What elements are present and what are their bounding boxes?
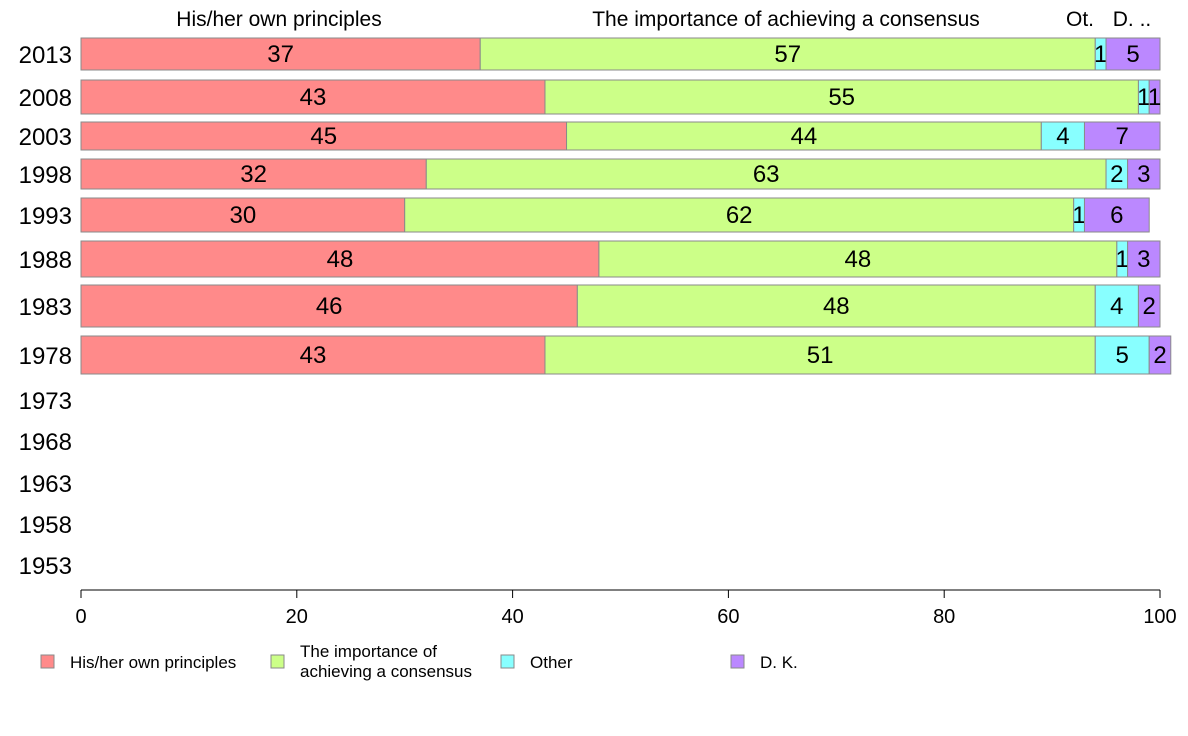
data-label-2008-other: 1	[1137, 84, 1150, 111]
year-label-2008: 2008	[19, 85, 72, 112]
bar-1983-the-importance-of-achieving-a-consensus	[576, 284, 1096, 328]
legend-swatch-other	[500, 654, 515, 669]
legend-label-d-k: D. K.	[760, 653, 798, 672]
data-label-1983-the-importance-of-achieving-a-consensus: 48	[823, 293, 850, 320]
data-label-2008-the-importance-of-achieving-a-consensus: 55	[828, 84, 855, 111]
data-label-1993-the-importance-of-achieving-a-consensus: 62	[726, 202, 753, 229]
bar-2003-his-her-own-principles	[80, 121, 568, 151]
data-label-1978-other: 5	[1116, 342, 1129, 369]
bar-1998-the-importance-of-achieving-a-consensus	[425, 158, 1107, 190]
bar-1983-his-her-own-principles	[80, 284, 578, 328]
bar-1993-the-importance-of-achieving-a-consensus	[404, 197, 1075, 233]
bar-2003-other	[1040, 121, 1085, 151]
data-label-1978-the-importance-of-achieving-a-consensus: 51	[807, 342, 834, 369]
year-label-1963: 1963	[19, 471, 72, 498]
x-tick-label-60: 60	[717, 606, 739, 628]
year-label-1998: 1998	[19, 162, 72, 189]
data-label-1998-his-her-own-principles: 32	[240, 161, 267, 188]
bar-1978-the-importance-of-achieving-a-consensus	[544, 335, 1096, 375]
data-label-2008-his-her-own-principles: 43	[300, 84, 327, 111]
year-label-1973: 1973	[19, 388, 72, 415]
bar-2008-d-k	[1148, 79, 1161, 115]
data-label-2003-his-her-own-principles: 45	[310, 123, 337, 150]
year-label-2013: 2013	[19, 42, 72, 69]
year-label-1988: 1988	[19, 247, 72, 274]
data-label-1983-other: 4	[1110, 293, 1123, 320]
bar-1993-his-her-own-principles	[80, 197, 406, 233]
year-label-1978: 1978	[19, 343, 72, 370]
x-tick-label-100: 100	[1143, 606, 1176, 628]
column-header-3: Ot.	[1066, 8, 1094, 31]
data-label-1978-his-her-own-principles: 43	[300, 342, 327, 369]
data-label-1983-d-k: 2	[1143, 293, 1156, 320]
data-label-1983-his-her-own-principles: 46	[316, 293, 343, 320]
data-label-2013-the-importance-of-achieving-a-consensus: 57	[774, 41, 801, 68]
data-label-2013-d-k: 5	[1126, 41, 1139, 68]
data-label-2003-d-k: 7	[1116, 123, 1129, 150]
bar-1988-d-k	[1127, 240, 1161, 278]
column-headers: His/her own principles The importance of …	[176, 8, 1151, 31]
legend-label-the-importance-of-achieving-a-consensus: The importance of achieving a consensus	[300, 642, 472, 681]
year-label-1968: 1968	[19, 429, 72, 456]
x-tick-label-0: 0	[75, 606, 86, 628]
legend-label-other: Other	[530, 653, 573, 672]
column-header-1: His/her own principles	[176, 8, 381, 31]
bar-1988-his-her-own-principles	[80, 240, 600, 278]
bar-1983-d-k	[1137, 284, 1161, 328]
bar-2013-his-her-own-principles	[80, 37, 481, 71]
bar-1993-d-k	[1083, 197, 1150, 233]
bar-1998-his-her-own-principles	[80, 158, 427, 190]
data-label-1988-other: 1	[1116, 246, 1129, 273]
data-label-1998-other: 2	[1110, 161, 1123, 188]
data-label-1998-d-k: 3	[1137, 161, 1150, 188]
bar-2013-the-importance-of-achieving-a-consensus	[479, 37, 1096, 71]
data-label-2003-other: 4	[1056, 123, 1069, 150]
data-label-2013-his-her-own-principles: 37	[267, 41, 294, 68]
data-label-1993-d-k: 6	[1110, 202, 1123, 229]
x-tick-label-80: 80	[933, 606, 955, 628]
data-label-1993-his-her-own-principles: 30	[229, 202, 256, 229]
year-label-1953: 1953	[19, 553, 72, 580]
data-label-1988-his-her-own-principles: 48	[327, 246, 354, 273]
data-label-1978-d-k: 2	[1153, 342, 1166, 369]
bar-1998-d-k	[1127, 158, 1161, 190]
year-label-1983: 1983	[19, 294, 72, 321]
legend: His/her own principles The importance of a…	[40, 642, 798, 681]
data-label-2008-d-k: 1	[1148, 84, 1161, 111]
x-tick-label-20: 20	[286, 606, 308, 628]
data-label-1988-the-importance-of-achieving-a-consensus: 48	[845, 246, 872, 273]
column-header-4: D. ..	[1113, 8, 1152, 31]
legend-swatch-his-her-own-principles	[40, 654, 55, 669]
data-label-2003-the-importance-of-achieving-a-consensus: 44	[791, 123, 818, 150]
year-labels: 2013 2008 2003 1998 1993 1988 1983 1978 1973 1968…	[19, 42, 72, 580]
year-label-2003: 2003	[19, 124, 72, 151]
data-label-1988-d-k: 3	[1137, 246, 1150, 273]
x-tick-label-40: 40	[501, 606, 523, 628]
bar-2013-d-k	[1105, 37, 1161, 71]
legend-swatch-the-importance-of-achieving-a-consensus	[270, 654, 285, 669]
year-label-1958: 1958	[19, 512, 72, 539]
data-label-1993-other: 1	[1072, 202, 1085, 229]
bar-2003-d-k	[1083, 121, 1161, 151]
bar-2003-the-importance-of-achieving-a-consensus	[566, 121, 1042, 151]
x-axis: 0 20 40 60 80 100	[75, 589, 1177, 628]
bar-2008-the-importance-of-achieving-a-consensus	[544, 79, 1139, 115]
bar-1978-his-her-own-principles	[80, 335, 546, 375]
legend-label-his-her-own-principles: His/her own principles	[70, 653, 236, 672]
legend-swatch-d-k	[730, 654, 745, 669]
year-label-1993: 1993	[19, 203, 72, 230]
bar-1978-d-k	[1148, 335, 1172, 375]
data-label-1998-the-importance-of-achieving-a-consensus: 63	[753, 161, 780, 188]
data-label-2013-other: 1	[1094, 41, 1107, 68]
column-header-2: The importance of achieving a consensus	[592, 8, 980, 31]
